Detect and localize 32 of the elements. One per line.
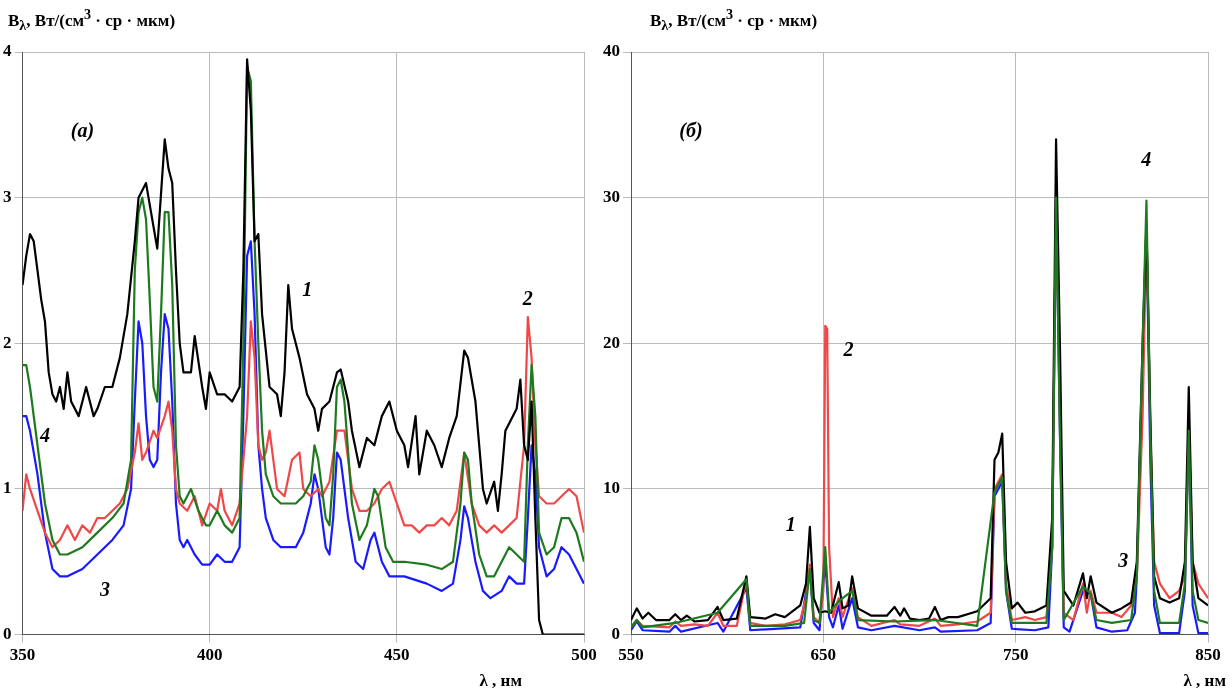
y-tick-label: 40 [603, 41, 620, 61]
x-tick-label: 450 [384, 645, 410, 665]
series-label: 3 [99, 578, 111, 601]
y-axis-title: B$_{λ}$, Вт/(см$^{3}$ · ср · мкм) [8, 6, 176, 35]
x-axis-title: λ , нм [1183, 671, 1226, 691]
y-tick-label: 1 [3, 478, 12, 498]
x-axis-title: λ , нм [479, 671, 522, 691]
x-tick-label: 400 [196, 645, 223, 665]
x-tick-label: 750 [1002, 645, 1029, 665]
x-tick-label: 350 [9, 645, 36, 665]
y-tick-label: 10 [603, 478, 620, 498]
y-tick-label: 0 [3, 623, 12, 643]
x-tick-label: 550 [618, 645, 644, 665]
series-label: 2 [842, 337, 854, 360]
y-tick-label: 2 [3, 332, 12, 352]
series-label: 1 [302, 278, 313, 301]
y-axis-title: B$_{λ}$, Вт/(см$^{3}$ · ср · мкм) [650, 6, 818, 35]
x-tick-label: 850 [1195, 645, 1221, 665]
y-tick-label: 30 [603, 187, 620, 207]
series-label: 1 [785, 512, 796, 535]
annotation: (б) [679, 119, 703, 143]
y-tick-label: 4 [3, 41, 12, 61]
annotation: (а) [70, 119, 95, 143]
y-tick-label: 0 [611, 623, 620, 643]
series-label: 4 [38, 423, 50, 446]
x-tick-label: 500 [571, 645, 597, 665]
y-tick-label: 3 [3, 187, 12, 207]
series-label: 3 [1117, 548, 1129, 571]
y-tick-label: 20 [603, 332, 620, 352]
series-label: 2 [521, 286, 533, 309]
series-label: 4 [1140, 148, 1152, 171]
x-tick-label: 650 [810, 645, 837, 665]
